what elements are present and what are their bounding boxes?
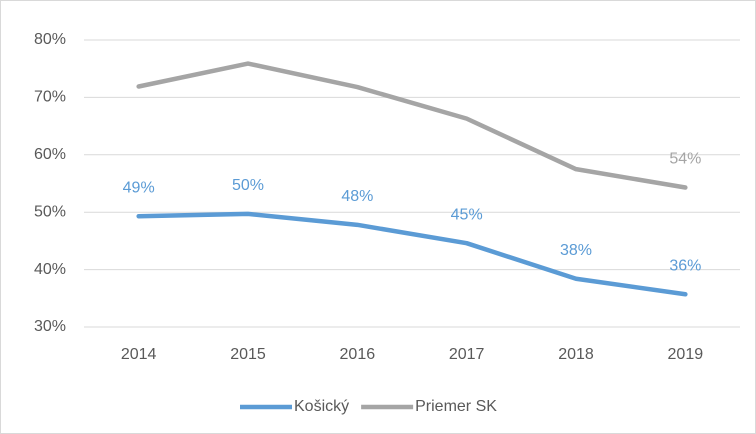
legend-label: Košický [294,398,349,415]
data-label: 49% [123,179,155,196]
y-tick-label: 30% [34,318,66,335]
data-label: 45% [451,206,483,223]
data-label: 36% [669,258,701,275]
y-tick-label: 50% [34,203,66,220]
x-tick-label: 2016 [340,346,376,363]
x-tick-label: 2017 [449,346,485,363]
x-tick-label: 2019 [668,346,704,363]
x-tick-label: 2018 [558,346,594,363]
y-tick-label: 60% [34,146,66,163]
data-label: 50% [232,177,264,194]
legend-label: Priemer SK [415,398,497,415]
y-tick-label: 70% [34,89,66,106]
y-tick-label: 80% [34,31,66,48]
data-label: 48% [341,188,373,205]
data-label: 38% [560,242,592,259]
data-label: 54% [669,151,701,168]
series-line [136,61,688,190]
x-tick-label: 2014 [121,346,157,363]
y-tick-label: 40% [34,261,66,278]
x-tick-label: 2015 [230,346,266,363]
series-line [136,211,688,297]
